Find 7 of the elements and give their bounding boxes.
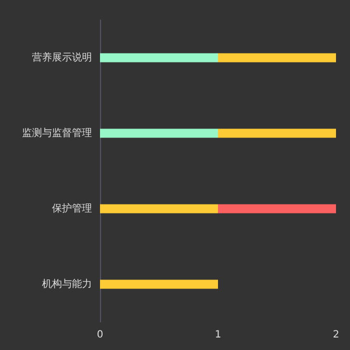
y-tick-label: 保护管理 <box>52 202 92 214</box>
y-tick-label: 机构与能力 <box>42 278 92 290</box>
x-tick-label: 2 <box>332 330 340 340</box>
y-tick-label: 监测与监督管理 <box>22 126 92 139</box>
x-tick-label: 1 <box>214 330 222 340</box>
y-tick-label: 营养展示说明 <box>32 51 92 64</box>
x-tick-label: 0 <box>96 330 104 340</box>
